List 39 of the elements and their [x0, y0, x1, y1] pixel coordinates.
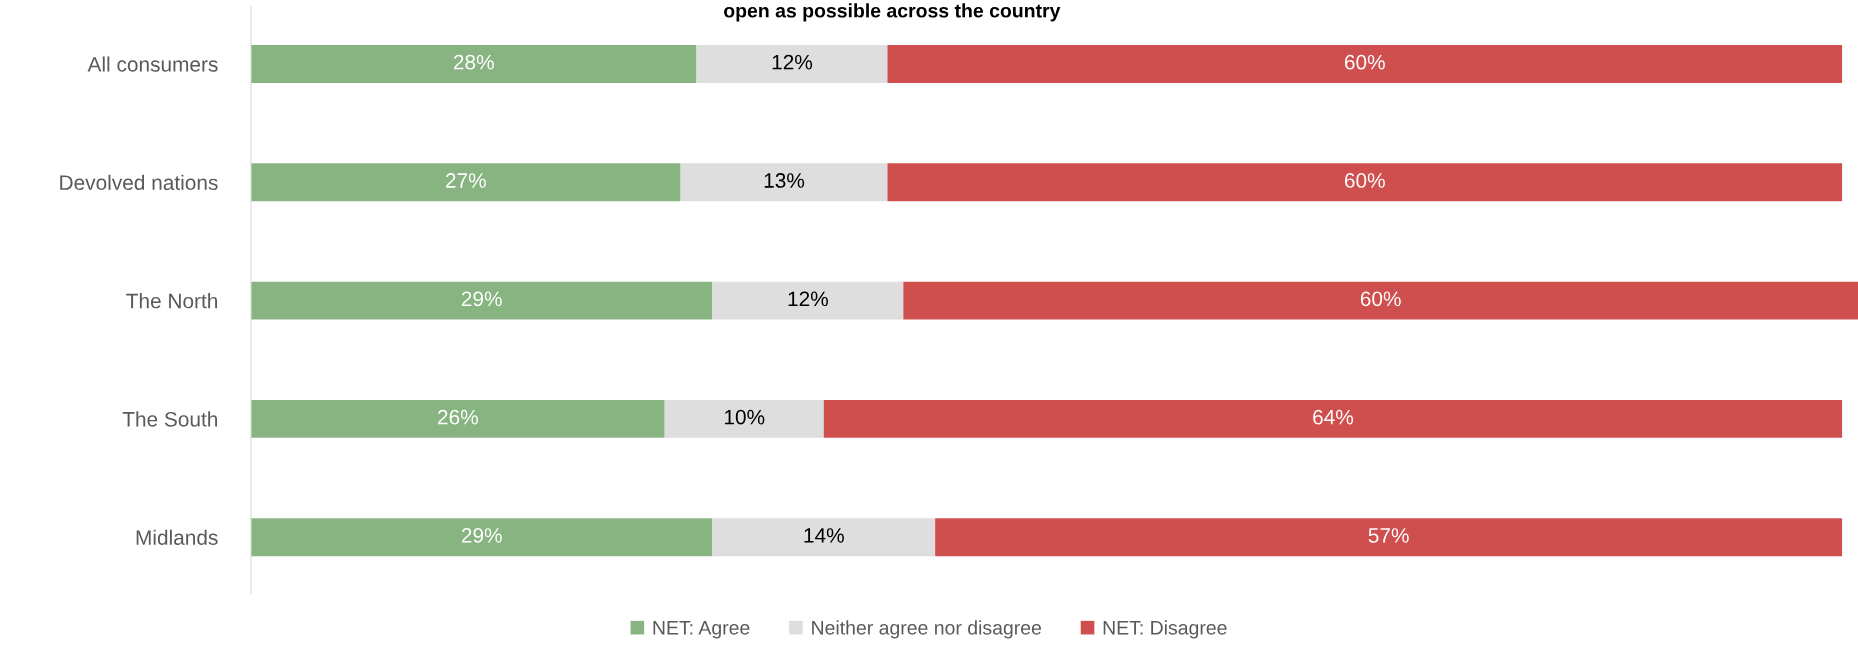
data-label: 27% [446, 173, 486, 188]
data-label: 13% [764, 173, 805, 188]
legend-label: NET: Agree [653, 621, 750, 639]
data-label: 26% [438, 409, 478, 425]
y-tick-label: The South [122, 411, 218, 427]
bar [251, 399, 665, 438]
bar [712, 281, 904, 320]
bar [823, 399, 1843, 438]
y-tick-label: Midlands [136, 529, 218, 545]
bar [251, 518, 713, 557]
bar [664, 399, 824, 438]
bar [696, 45, 888, 83]
bar [935, 518, 1843, 557]
data-label: 29% [461, 528, 502, 543]
bar [680, 163, 888, 202]
data-label: 57% [1368, 528, 1409, 543]
bar [903, 281, 1858, 320]
bar [251, 45, 697, 83]
data-label: 10% [724, 409, 765, 425]
data-label: 14% [804, 528, 844, 543]
data-label: 60% [1344, 173, 1385, 188]
bar [712, 518, 936, 557]
data-label: 28% [453, 54, 494, 70]
data-label: 29% [461, 291, 502, 307]
legend-label: Neither agree nor disagree [812, 620, 1041, 639]
data-label: 12% [788, 291, 828, 307]
y-tick-label: Devolved nations [60, 174, 218, 191]
data-label: 64% [1313, 409, 1354, 425]
bar [887, 163, 1843, 202]
legend-label: NET: Disagree [1103, 620, 1227, 639]
bar [251, 163, 681, 202]
data-label: 60% [1360, 291, 1401, 307]
bar [887, 45, 1843, 83]
chart-title: open as possible across the country [724, 3, 1061, 22]
bar [251, 281, 713, 320]
y-tick-label: The North [126, 293, 218, 309]
data-label: 12% [772, 54, 813, 70]
data-label: 60% [1344, 54, 1385, 70]
y-tick-label: All consumers [87, 56, 218, 72]
